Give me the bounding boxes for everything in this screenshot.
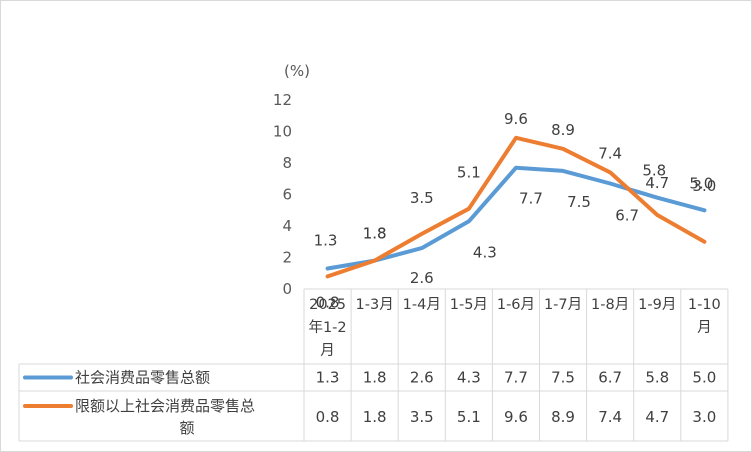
table-cell-value: 5.0 bbox=[692, 369, 716, 387]
table-cell-value: 1.8 bbox=[363, 369, 387, 387]
legend-label-above-quota-retail-sales: 限额以上社会消费品零售总额 bbox=[75, 397, 255, 437]
table-cell-value: 7.5 bbox=[551, 369, 575, 387]
data-label-retail-sales: 5.0 bbox=[689, 174, 713, 192]
table-cell-value: 4.7 bbox=[645, 408, 669, 426]
y-tick-label: 8 bbox=[282, 154, 292, 172]
table-cell-value: 3.5 bbox=[410, 408, 434, 426]
y-axis-ticks: 0 2 4 6 8 10 12 bbox=[273, 91, 292, 298]
y-tick-label: 0 bbox=[282, 280, 292, 298]
table-cell-value: 8.9 bbox=[551, 408, 575, 426]
table-cell-value: 6.7 bbox=[598, 369, 622, 387]
category-label: 1-10 月 bbox=[688, 297, 721, 336]
category-label: 1-8月 bbox=[591, 297, 629, 313]
data-label-retail-sales: 2.6 bbox=[410, 269, 434, 287]
category-labels: 2025 年1-2 月 1-3月 1-4月 1-5月 1-6月 1-7月 1-8月 1-9月 1-1… bbox=[308, 297, 720, 359]
table-cell-value: 4.3 bbox=[457, 369, 481, 387]
table-cell-value: 1.3 bbox=[316, 369, 340, 387]
table-cell-value: 7.7 bbox=[504, 369, 528, 387]
table-cell-value: 9.6 bbox=[504, 408, 528, 426]
data-label-above-quota-retail-sales: 5.1 bbox=[457, 164, 481, 182]
data-label-retail-sales: 7.7 bbox=[519, 190, 543, 208]
data-labels: 1.3 1.82.64.37.7 7.56.75.85.00.81.83.55.19… bbox=[314, 110, 717, 312]
data-label-above-quota-retail-sales: 3.0 bbox=[692, 177, 716, 195]
data-label-retail-sales: 7.5 bbox=[567, 193, 591, 211]
y-tick-label: 12 bbox=[273, 91, 292, 109]
legend-label-retail-sales: 社会消费品零售总额 bbox=[75, 369, 210, 387]
y-tick-label: 6 bbox=[282, 186, 292, 204]
series-lines bbox=[325, 135, 707, 279]
y-tick-label: 4 bbox=[282, 217, 292, 235]
table-cell-value: 0.8 bbox=[316, 408, 340, 426]
data-label-above-quota-retail-sales: 8.9 bbox=[551, 121, 575, 139]
series-line-retail-sales bbox=[325, 165, 707, 271]
category-label: 1-5月 bbox=[450, 297, 488, 313]
data-label-retail-sales: 1.8 bbox=[363, 225, 387, 243]
category-label: 1-3月 bbox=[356, 297, 394, 313]
y-tick-label: 2 bbox=[282, 249, 292, 267]
data-label-above-quota-retail-sales: 7.4 bbox=[598, 144, 622, 162]
y-tick-label: 10 bbox=[273, 123, 292, 141]
category-label: 1-9月 bbox=[638, 297, 676, 313]
data-label-retail-sales: 1.3 bbox=[314, 232, 338, 250]
data-label-retail-sales: 4.3 bbox=[473, 243, 497, 261]
data-label-retail-sales: 5.8 bbox=[642, 162, 666, 180]
data-label-above-quota-retail-sales: 0.8 bbox=[316, 293, 340, 311]
table-cell-value: 2.6 bbox=[410, 369, 434, 387]
category-label: 1-4月 bbox=[403, 297, 441, 313]
data-label-above-quota-retail-sales: 3.5 bbox=[410, 189, 434, 207]
data-label-above-quota-retail-sales: 4.7 bbox=[645, 174, 669, 192]
category-label: 1-7月 bbox=[544, 297, 582, 313]
table-cell-value: 1.8 bbox=[363, 408, 387, 426]
data-table-rows: 社会消费品零售总额 1.3 1.8 2.6 4.3 7.7 7.5 6.7 5.8 5.0 限额以上… bbox=[23, 369, 716, 437]
table-cell-value: 5.8 bbox=[645, 369, 669, 387]
table-cell-value: 5.1 bbox=[457, 408, 481, 426]
data-label-above-quota-retail-sales: 9.6 bbox=[504, 110, 528, 128]
series-line-above-quota-retail-sales bbox=[325, 135, 707, 279]
data-label-retail-sales: 6.7 bbox=[615, 206, 639, 224]
table-cell-value: 3.0 bbox=[692, 408, 716, 426]
data-label-above-quota-retail-sales: 1.8 bbox=[363, 225, 387, 243]
table-cell-value: 7.4 bbox=[598, 408, 622, 426]
data-table-grid bbox=[18, 288, 729, 442]
category-label: 1-6月 bbox=[497, 297, 535, 313]
category-label: 2025 年1-2 月 bbox=[308, 297, 346, 359]
y-unit-label: (%) bbox=[284, 62, 310, 80]
